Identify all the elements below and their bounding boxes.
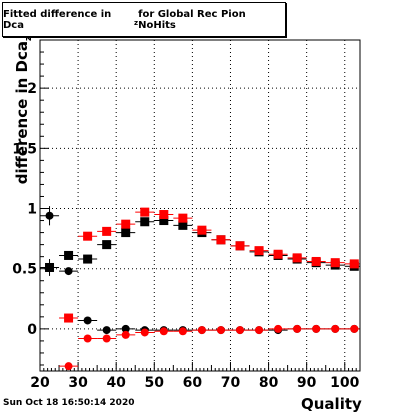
- tick-labels: 20 30 40 50 60 70 80 90 100 0 0.5 1 1.5 2: [12, 81, 359, 391]
- data-point-circle: [102, 326, 111, 335]
- data-point-circle: [140, 328, 149, 337]
- data-point-circle: [255, 326, 264, 335]
- data-point-square: [83, 254, 93, 264]
- data-point-square: [349, 259, 359, 269]
- y-axis-label-text: difference in Dca: [13, 41, 31, 185]
- data-point-square: [292, 253, 302, 263]
- x-tick-label: 30: [68, 375, 88, 391]
- data-point-circle: [216, 326, 225, 335]
- data-point-square: [159, 216, 169, 226]
- data-point-square: [216, 235, 226, 245]
- data-point-square: [159, 210, 169, 220]
- y-tick-label: 1.5: [12, 141, 37, 157]
- data-point-circle: [312, 324, 321, 333]
- data-point-square: [140, 207, 150, 217]
- x-tick-label: 40: [106, 375, 126, 391]
- x-tick-label: 100: [330, 375, 359, 391]
- plot-frame: [39, 39, 361, 372]
- data-point-square: [121, 228, 131, 238]
- data-point-square: [254, 246, 264, 256]
- y-axis-label-subscript: z: [24, 35, 34, 41]
- data-point-circle: [83, 334, 92, 343]
- y-axis-label: difference in Dcaz: [13, 35, 34, 185]
- data-point-square: [311, 256, 321, 266]
- data-point-circle: [293, 324, 302, 333]
- chart-title: Fitted difference in Dca z for Global Rec…: [2, 2, 286, 37]
- chart-title-prefix: Fitted difference in Dca: [3, 8, 112, 31]
- data-point-circle: [178, 327, 187, 336]
- x-tick-label: 50: [145, 375, 165, 391]
- data-point-square: [178, 220, 188, 230]
- x-tick-label: 60: [183, 375, 203, 391]
- data-point-circle: [350, 324, 359, 333]
- data-marks: [40, 206, 360, 371]
- data-point-square: [140, 217, 150, 227]
- data-point-circle: [236, 326, 244, 335]
- x-axis-label: Quality: [301, 395, 362, 413]
- data-point-square: [121, 219, 131, 229]
- timestamp-footer: Sun Oct 18 16:50:14 2020: [3, 398, 135, 408]
- data-point-square: [83, 231, 93, 241]
- data-point-square: [102, 226, 112, 236]
- x-tick-label: 70: [221, 375, 241, 391]
- chart-title-subscript: z: [134, 18, 139, 27]
- data-point-circle: [102, 334, 111, 343]
- data-point-circle: [197, 326, 206, 335]
- data-point-square: [273, 249, 283, 259]
- data-point-circle: [331, 324, 340, 333]
- data-point-circle: [159, 327, 168, 336]
- y-tick-label: 0: [27, 322, 37, 338]
- data-point-square: [64, 250, 74, 260]
- y-tick-label: 0.5: [12, 262, 37, 278]
- data-point-circle: [121, 324, 130, 333]
- data-point-circle: [64, 362, 73, 371]
- data-point-circle: [83, 316, 92, 325]
- data-point-square: [102, 240, 112, 250]
- data-point-square: [64, 313, 74, 323]
- x-tick-label: 90: [297, 375, 317, 391]
- data-point-circle: [121, 330, 130, 339]
- x-tick-label: 20: [30, 375, 50, 391]
- data-point-square: [197, 225, 207, 235]
- data-point-square: [178, 213, 188, 223]
- y-tick-label: 2: [27, 81, 37, 97]
- data-point-circle: [64, 267, 73, 276]
- chart-title-suffix: for Global Rec Pion NoHits: [138, 8, 246, 31]
- data-point-square: [235, 241, 245, 251]
- y-tick-label: 1: [27, 202, 37, 218]
- data-point-square: [330, 258, 340, 268]
- data-point-circle: [274, 324, 283, 333]
- x-tick-label: 80: [259, 375, 279, 391]
